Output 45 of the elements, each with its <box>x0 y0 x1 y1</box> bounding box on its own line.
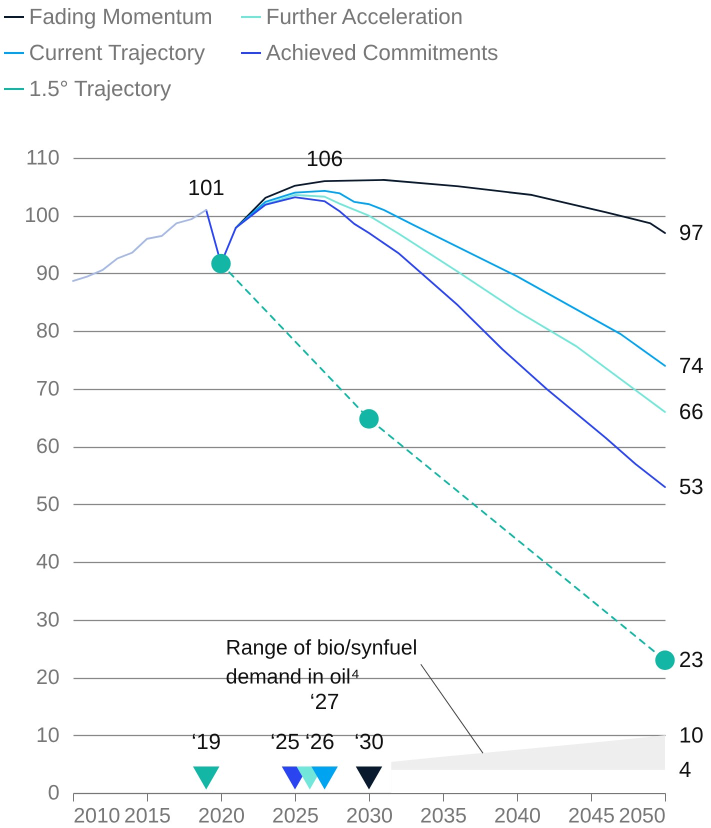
x-tick-label: 2035 <box>420 804 467 828</box>
legend-label: Fading Momentum <box>29 4 212 29</box>
data-label: 66 <box>679 399 704 424</box>
y-tick-label: 80 <box>36 320 60 343</box>
annotation: ‘30 <box>354 728 384 754</box>
annotation: ‘19 <box>192 728 221 754</box>
data-label: 101 <box>188 174 225 200</box>
x-tick-label: 2040 <box>494 804 541 828</box>
y-tick-label: 20 <box>36 666 60 690</box>
data-label: 97 <box>679 220 704 246</box>
annotation: ‘26 <box>305 728 334 754</box>
line-series <box>234 179 666 234</box>
y-tick-label: 60 <box>36 435 60 458</box>
legend-label: Achieved Commitments <box>266 40 498 65</box>
y-tick-label: 0 <box>48 782 60 804</box>
legend-label: Current Trajectory <box>29 40 206 65</box>
y-tick-label: 30 <box>36 608 60 632</box>
y-tick-label: 10 <box>36 724 60 747</box>
y-tick-label: 50 <box>36 492 60 516</box>
y-tick-label: 40 <box>36 550 60 574</box>
x-tick-label: 2025 <box>272 804 319 828</box>
annotation: Range of bio/synfuel demand in oil⁴ <box>226 636 418 688</box>
y-tick-label: 90 <box>36 262 60 285</box>
x-tick-label: 2050 <box>618 804 666 828</box>
y-tick-label: 70 <box>36 377 60 400</box>
data-label: 106 <box>306 146 343 172</box>
annotation: ‘27 <box>310 688 340 714</box>
y-tick-label: 110 <box>26 146 60 170</box>
x-tick-label: 2045 <box>568 804 615 828</box>
data-label: 74 <box>679 352 704 378</box>
legend-label: Further Acceleration <box>266 4 463 29</box>
legend-label: 1.5° Trajectory <box>29 76 172 101</box>
data-label: 4 <box>679 756 692 782</box>
data-label: 53 <box>679 474 704 500</box>
line-series <box>205 196 666 488</box>
x-tick-label: 2020 <box>198 804 245 828</box>
data-label: 23 <box>679 647 704 672</box>
annotation: ‘25 <box>270 728 300 754</box>
data-label: 10 <box>679 722 704 748</box>
line-series <box>72 209 208 282</box>
x-tick-label: 2030 <box>346 804 393 828</box>
line-series <box>234 190 666 367</box>
x-tick-label: 2010 <box>74 804 120 828</box>
x-tick-label: 2015 <box>124 804 171 828</box>
y-tick-label: 100 <box>24 204 60 228</box>
